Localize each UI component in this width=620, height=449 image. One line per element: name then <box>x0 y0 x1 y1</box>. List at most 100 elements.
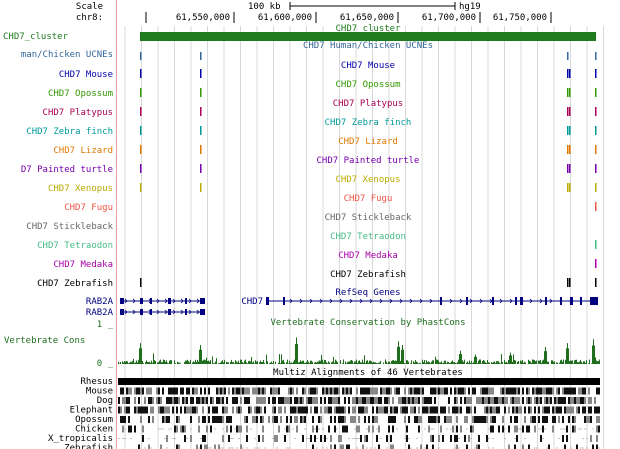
ucne-mark[interactable] <box>140 52 142 60</box>
conservation-wiggle[interactable] <box>118 337 600 364</box>
species-feature[interactable] <box>200 88 202 97</box>
species-track-label[interactable]: CHD7 Zebrafish <box>37 279 113 289</box>
species-feature[interactable] <box>595 69 597 78</box>
species-feature[interactable] <box>595 88 597 97</box>
cons-track-label[interactable]: Vertebrate Cons <box>4 336 85 346</box>
gene-rab2a-1[interactable] <box>120 298 205 304</box>
species-track-title: CHD7 Zebrafish <box>330 270 406 280</box>
ucne-mark[interactable] <box>595 52 597 60</box>
species-track-1[interactable]: CHD7 Mouse CHD7 Mouse <box>59 61 597 80</box>
species-feature[interactable] <box>140 107 142 116</box>
multiz-alignments[interactable]: RhesusMouseDogElephantOpossumChickenX_tr… <box>48 377 600 449</box>
species-feature[interactable] <box>595 240 597 249</box>
gene-label-chd7[interactable]: CHD7 <box>241 297 263 307</box>
species-feature[interactable] <box>595 202 597 211</box>
species-track-7[interactable]: CHD7 Xenopus CHD7 Xenopus <box>48 175 597 194</box>
species-feature[interactable] <box>569 145 571 154</box>
species-track-label[interactable]: CHD7 Stickleback <box>26 222 113 232</box>
species-feature[interactable] <box>140 69 142 78</box>
species-feature[interactable] <box>595 164 597 173</box>
multiz-row-zebrafish[interactable]: Zebrafish <box>64 444 600 449</box>
cluster-feature[interactable] <box>140 32 596 41</box>
gene-rab2a-2[interactable] <box>120 309 205 315</box>
species-feature[interactable] <box>595 278 597 287</box>
species-feature[interactable] <box>140 278 142 287</box>
species-feature[interactable] <box>140 126 142 135</box>
species-track-title: CHD7 Stickleback <box>325 213 412 223</box>
multiz-track-title: Multiz Alignments of 46 Vertebrates <box>273 368 463 378</box>
cluster-track-label[interactable]: CHD7_cluster <box>3 32 69 42</box>
species-feature[interactable] <box>567 88 569 97</box>
species-track-3[interactable]: CHD7 Platypus CHD7 Platypus <box>43 99 597 118</box>
ucne-features[interactable] <box>140 52 597 60</box>
species-track-label[interactable]: CHD7 Opossum <box>48 89 113 99</box>
ruler-tick-label-4: 61,700,000 <box>422 12 481 23</box>
gene-models[interactable] <box>120 297 598 315</box>
multiz-row-chicken[interactable]: Chicken <box>75 425 600 435</box>
species-track-2[interactable]: CHD7 Opossum CHD7 Opossum <box>48 80 597 99</box>
ucne-track-label[interactable]: man/Chicken UCNEs <box>21 50 113 60</box>
species-feature[interactable] <box>567 69 569 78</box>
species-feature[interactable] <box>140 164 142 173</box>
species-feature[interactable] <box>595 259 597 268</box>
species-feature[interactable] <box>569 126 571 135</box>
species-feature[interactable] <box>140 145 142 154</box>
species-feature[interactable] <box>595 107 597 116</box>
ucne-mark[interactable] <box>567 52 569 60</box>
species-feature[interactable] <box>595 183 597 192</box>
species-track-8[interactable]: CHD7 Fugu CHD7 Fugu <box>64 194 597 213</box>
multiz-species-label: Opossum <box>75 415 113 425</box>
svg-text:61,700,000: 61,700,000 <box>422 13 476 23</box>
multiz-row-x_tropicalis[interactable]: X_tropicalis <box>48 434 598 444</box>
species-feature[interactable] <box>567 278 569 287</box>
species-track-label[interactable]: CHD7 Platypus <box>43 108 113 118</box>
species-track-label[interactable]: CHD7 Fugu <box>64 203 113 213</box>
species-feature[interactable] <box>567 126 569 135</box>
gene-chd7[interactable] <box>266 297 598 305</box>
species-track-9[interactable]: CHD7 Stickleback CHD7 Stickleback <box>26 213 412 232</box>
species-feature[interactable] <box>200 107 202 116</box>
species-feature[interactable] <box>567 183 569 192</box>
species-track-label[interactable]: CHD7 Tetraodon <box>37 241 113 251</box>
species-feature[interactable] <box>200 145 202 154</box>
species-feature[interactable] <box>595 126 597 135</box>
species-feature[interactable] <box>569 69 571 78</box>
species-feature[interactable] <box>569 107 571 116</box>
gene-label-rab2a-1[interactable]: RAB2A <box>86 297 114 307</box>
species-track-label[interactable]: CHD7 Lizard <box>53 146 113 156</box>
species-feature[interactable] <box>569 164 571 173</box>
species-track-label[interactable]: CHD7 Medaka <box>53 260 113 270</box>
gene-label-rab2a-2[interactable]: RAB2A <box>86 308 114 318</box>
multiz-row-opossum[interactable]: Opossum <box>75 415 600 425</box>
species-feature[interactable] <box>200 183 202 192</box>
species-track-11[interactable]: CHD7 Medaka CHD7 Medaka <box>53 251 597 270</box>
ucne-mark[interactable] <box>200 52 202 60</box>
species-feature[interactable] <box>567 107 569 116</box>
species-track-label[interactable]: CHD7 Xenopus <box>48 184 113 194</box>
species-track-12[interactable]: CHD7 Zebrafish CHD7 Zebrafish <box>37 270 597 289</box>
species-track-5[interactable]: CHD7 Lizard CHD7 Lizard <box>53 137 597 156</box>
species-track-10[interactable]: CHD7 Tetraodon CHD7 Tetraodon <box>37 232 597 251</box>
multiz-row-rhesus[interactable]: Rhesus <box>80 377 600 387</box>
species-track-label[interactable]: D7 Painted turtle <box>21 165 113 175</box>
species-track-4[interactable]: CHD7 Zebra finch CHD7 Zebra finch <box>26 118 597 137</box>
species-feature[interactable] <box>567 145 569 154</box>
multiz-row-mouse[interactable]: Mouse <box>86 387 600 397</box>
species-feature[interactable] <box>595 145 597 154</box>
species-feature[interactable] <box>567 164 569 173</box>
multiz-row-elephant[interactable]: Elephant <box>70 406 600 416</box>
species-track-label[interactable]: CHD7 Zebra finch <box>26 127 113 137</box>
multiz-row-dog[interactable]: Dog <box>97 396 596 406</box>
species-feature[interactable] <box>200 126 202 135</box>
species-feature[interactable] <box>200 164 202 173</box>
species-track-label[interactable]: CHD7 Mouse <box>59 70 113 80</box>
species-feature[interactable] <box>140 88 142 97</box>
species-feature[interactable] <box>140 183 142 192</box>
species-track-6[interactable]: D7 Painted turtle CHD7 Painted turtle <box>21 156 597 175</box>
species-feature[interactable] <box>569 183 571 192</box>
species-feature[interactable] <box>200 69 202 78</box>
species-feature[interactable] <box>569 88 571 97</box>
species-feature[interactable] <box>569 278 571 287</box>
